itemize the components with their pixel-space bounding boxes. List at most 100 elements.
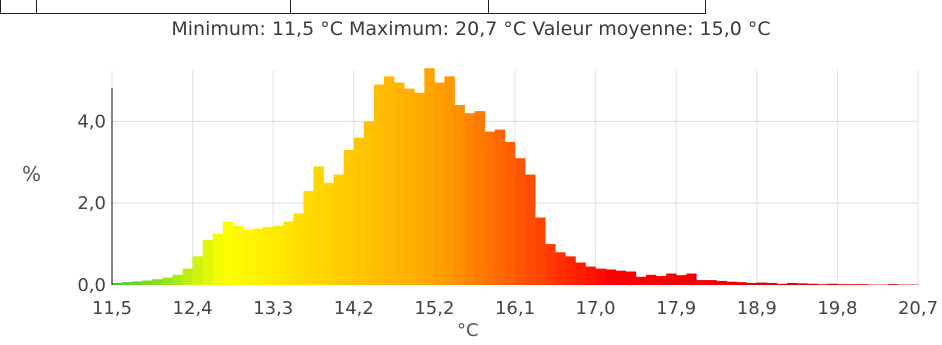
histogram-bar: [525, 174, 536, 285]
histogram-bar: [404, 88, 415, 286]
stats-summary: Minimum: 11,5 °C Maximum: 20,7 °C Valeur…: [171, 18, 771, 40]
histogram-bar: [706, 280, 717, 285]
x-tick-label: 18,9: [737, 298, 777, 319]
x-tick-label: 15,2: [414, 298, 454, 319]
x-tick-label: 19,8: [817, 298, 857, 319]
histogram-bar: [797, 283, 808, 285]
histogram-bar: [766, 282, 778, 285]
histogram-bar: [202, 240, 214, 285]
histogram-bar: [152, 279, 163, 285]
histogram-bar: [787, 282, 798, 285]
histogram-bar: [746, 282, 758, 285]
y-tick-label: 2,0: [77, 193, 106, 214]
histogram-bar: [454, 105, 465, 285]
histogram-bar: [756, 282, 768, 285]
histogram-bar: [444, 76, 455, 285]
histogram-bar: [635, 276, 647, 285]
histogram-bar: [666, 273, 677, 285]
histogram-bar: [575, 262, 586, 285]
histogram-bar: [827, 283, 838, 285]
histogram-bar: [676, 275, 687, 285]
histogram-bar: [545, 244, 556, 285]
histogram-bar: [132, 281, 143, 285]
histogram-bar: [656, 276, 667, 285]
histogram-bar: [384, 76, 395, 285]
histogram-bar: [283, 221, 294, 285]
histogram-bar: [373, 84, 385, 285]
histogram-bar: [464, 113, 475, 285]
histogram-bar: [716, 280, 727, 285]
histogram-bar: [595, 268, 606, 285]
histogram-bar: [726, 281, 737, 285]
histogram-bar: [424, 68, 435, 285]
histogram-bar: [192, 256, 203, 285]
histogram-bar: [434, 82, 445, 285]
histogram-bar: [887, 284, 899, 285]
histogram-bar: [605, 269, 617, 285]
histogram-bar: [353, 137, 365, 285]
x-tick-labels: 11,5 12,4 13,3 14,2 15,2 16,1 17,0 17,9 18,9 19,8…: [92, 298, 938, 319]
y-axis-label: %: [22, 162, 42, 186]
histogram-bar: [555, 252, 566, 285]
histogram-bar: [333, 174, 345, 285]
histogram-bar: [303, 190, 314, 285]
histogram-bar: [253, 228, 264, 285]
histogram-bar: [645, 274, 657, 285]
x-axis-label: °C: [457, 320, 479, 341]
histogram-bar: [504, 141, 516, 285]
x-tick-label: 17,0: [576, 298, 616, 319]
histogram-bar: [776, 283, 788, 285]
histogram-bar: [182, 268, 193, 285]
histogram-bar: [817, 284, 828, 285]
histogram-bar: [414, 92, 425, 286]
histogram-bar: [686, 273, 697, 285]
histogram-bar: [394, 82, 405, 285]
histogram-bar: [585, 266, 596, 285]
histogram-bar: [122, 282, 133, 285]
histogram-bar: [535, 217, 546, 285]
histogram-bar: [142, 280, 153, 285]
histogram-bar: [242, 229, 254, 285]
table-cell: [291, 0, 489, 13]
x-tick-label: 14,2: [334, 298, 374, 319]
y-tick-label: 0,0: [77, 275, 106, 296]
histogram-bar: [263, 226, 274, 285]
histogram-bar: [323, 182, 334, 285]
histogram-bar: [172, 274, 183, 285]
table-cell: [37, 0, 291, 13]
histogram-bar: [807, 283, 818, 285]
y-tick-labels: 0,0 2,0 4,0: [77, 111, 106, 296]
histogram-bar: [857, 284, 868, 285]
histogram-bar: [232, 225, 244, 285]
x-tick-label: 11,5: [92, 298, 132, 319]
histogram-bar: [615, 270, 627, 285]
x-tick-label: 16,1: [495, 298, 535, 319]
histogram-bar: [273, 225, 284, 285]
histogram-bar: [736, 282, 748, 285]
histogram-bars: [112, 68, 919, 286]
histogram-bar: [212, 233, 224, 285]
histogram-bar: [625, 271, 637, 285]
histogram-bar: [837, 284, 848, 285]
x-tick-label: 17,9: [656, 298, 696, 319]
table-cell: [1, 0, 37, 13]
histogram-bar: [515, 158, 526, 285]
histogram-bar: [162, 277, 173, 285]
histogram-bar: [565, 256, 576, 285]
histogram-bar: [474, 111, 486, 286]
x-tick-label: 12,4: [173, 298, 213, 319]
histogram-bar: [494, 129, 506, 285]
x-tick-label: 20,7: [898, 298, 938, 319]
histogram-bar: [222, 221, 234, 285]
histogram-bar: [313, 166, 324, 285]
histogram-bar: [112, 282, 123, 285]
histogram-bar: [363, 121, 375, 285]
histogram-bar: [484, 131, 496, 285]
histogram-bar: [847, 284, 858, 285]
top-table-border: [0, 0, 706, 14]
histogram-bar: [696, 280, 707, 285]
histogram-bar: [343, 150, 355, 285]
x-tick-label: 13,3: [253, 298, 293, 319]
histogram-bar: [293, 213, 304, 285]
